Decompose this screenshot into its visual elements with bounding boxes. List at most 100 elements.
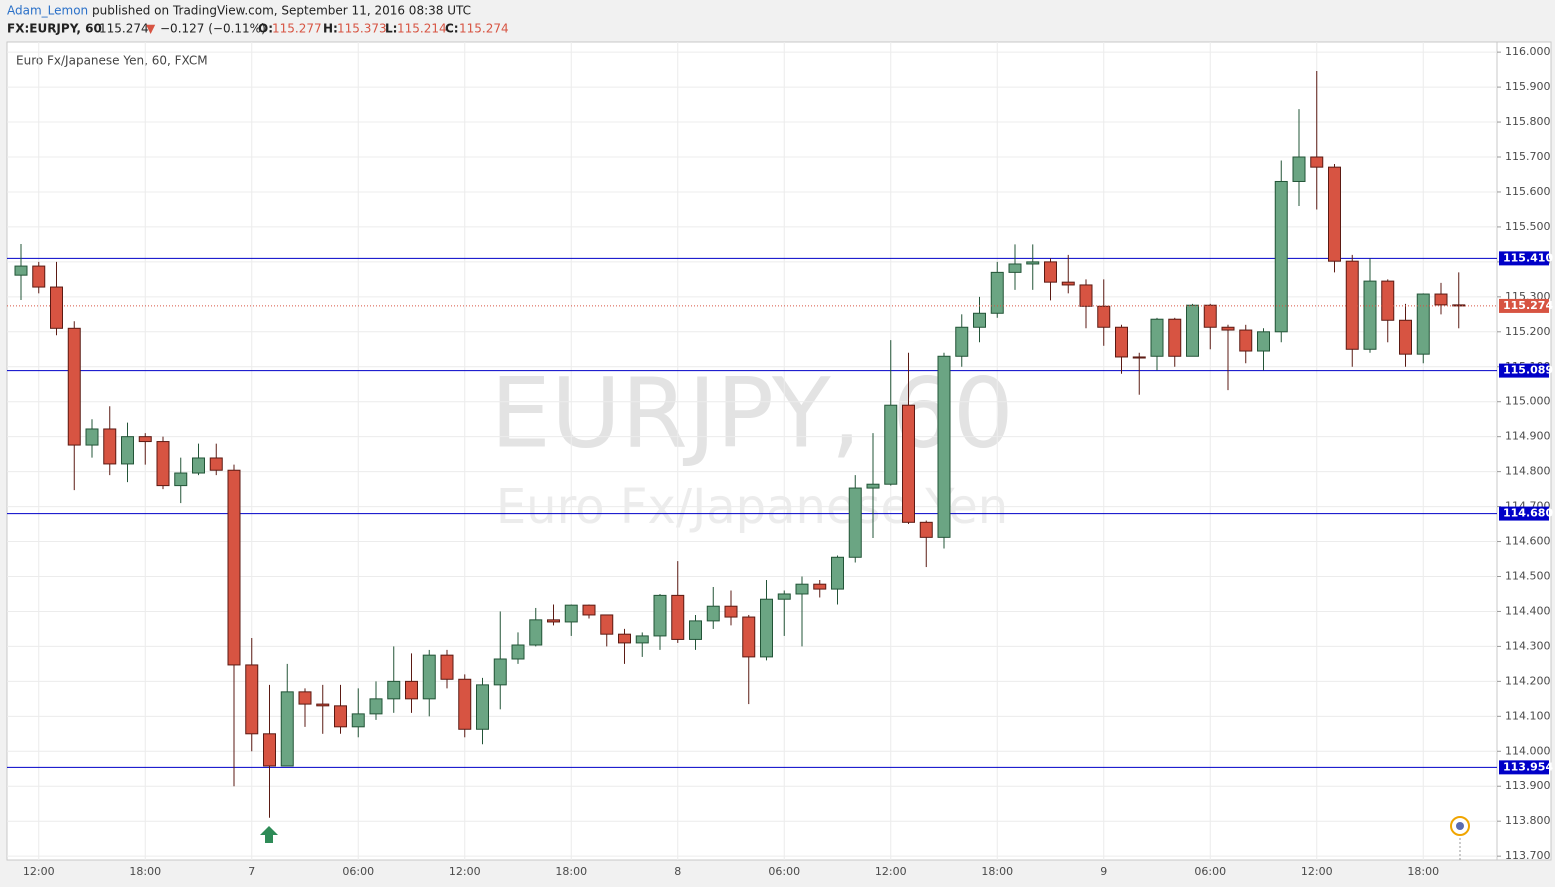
- candle-body: [493, 658, 507, 686]
- level-label: 113.954: [1503, 760, 1553, 773]
- x-tick-label: 06:00: [342, 865, 374, 878]
- change-arrow: ▼: [146, 22, 156, 36]
- price: 115.274: [99, 22, 149, 36]
- candle-body: [1044, 261, 1057, 283]
- candle-body: [689, 620, 702, 640]
- y-tick-label: 113.700: [1505, 849, 1551, 862]
- candle-body: [263, 733, 276, 767]
- candle-body: [422, 654, 436, 700]
- candle-body: [1416, 293, 1430, 355]
- candle-body: [831, 556, 844, 590]
- y-tick-label: 116.000: [1505, 45, 1551, 58]
- open-label: O:: [258, 22, 273, 36]
- candle-body: [671, 594, 685, 640]
- level-label: 114.680: [1503, 507, 1553, 520]
- candle-body: [476, 684, 489, 730]
- candle-body: [369, 698, 383, 715]
- y-tick-label: 113.800: [1505, 814, 1551, 827]
- candle-body: [1026, 261, 1040, 265]
- open-value: 115.277: [272, 22, 322, 36]
- candle-body: [1292, 156, 1306, 182]
- level-tag: [1499, 760, 1549, 775]
- candle-body: [1328, 166, 1341, 262]
- last-price-tag: [1499, 298, 1549, 313]
- candle-body: [1097, 305, 1111, 328]
- candle-body: [405, 680, 418, 700]
- x-tick-label: 9: [1100, 865, 1107, 878]
- x-tick-label: 8: [674, 865, 681, 878]
- candle-body: [902, 404, 915, 523]
- candle-body: [209, 457, 223, 471]
- high-label: H:: [323, 22, 338, 36]
- candle-body: [742, 616, 756, 658]
- candle-body: [1150, 318, 1164, 357]
- y-tick-label: 115.700: [1505, 150, 1551, 163]
- candle-body: [1079, 284, 1093, 307]
- candle-body: [1345, 260, 1359, 350]
- candle-body: [192, 457, 205, 474]
- candle-body: [1203, 304, 1217, 328]
- candle-body: [440, 654, 454, 680]
- candle-body: [1115, 326, 1128, 358]
- candle-body: [1221, 326, 1235, 331]
- y-tick-label: 114.400: [1505, 604, 1551, 617]
- candle-body: [955, 326, 969, 357]
- level-tag: [1499, 506, 1549, 521]
- candle-body: [316, 703, 330, 707]
- candle-body: [990, 271, 1004, 314]
- candle-body: [156, 441, 170, 487]
- close-label: C:: [445, 22, 459, 36]
- candle-body: [724, 605, 738, 618]
- y-tick-label: 114.500: [1505, 569, 1551, 582]
- x-tick-label: 12:00: [1301, 865, 1333, 878]
- candle-body: [706, 605, 720, 622]
- y-tick-label: 114.800: [1505, 465, 1551, 478]
- candle-body: [1132, 356, 1146, 359]
- candle-body: [351, 713, 365, 728]
- x-tick-label: 18:00: [555, 865, 587, 878]
- candle-body: [564, 604, 578, 623]
- level-label: 115.410: [1503, 251, 1553, 264]
- candle-body: [635, 635, 649, 644]
- author[interactable]: Adam_Lemon: [7, 4, 88, 18]
- candle-body: [618, 633, 631, 644]
- candle-body: [1257, 331, 1270, 352]
- level-tag: [1499, 363, 1549, 378]
- candle-body: [547, 619, 560, 623]
- candle-body: [67, 327, 81, 446]
- y-tick-label: 114.000: [1505, 744, 1551, 757]
- level-label: 115.089: [1503, 364, 1553, 377]
- candle-body: [245, 664, 259, 735]
- candle-body: [32, 265, 46, 288]
- candle-body: [884, 404, 898, 485]
- high-value: 115.373: [337, 22, 387, 36]
- candle-body: [298, 691, 312, 705]
- candle-body: [174, 472, 188, 487]
- candle-body: [1381, 280, 1395, 321]
- y-tick-label: 113.900: [1505, 779, 1551, 792]
- y-tick-label: 115.900: [1505, 80, 1551, 93]
- candle-body: [1310, 156, 1324, 168]
- x-tick-label: 12:00: [23, 865, 55, 878]
- low-label: L:: [385, 22, 397, 36]
- symbol: FX:EURJPY, 60: [7, 22, 102, 36]
- candle-body: [848, 487, 862, 558]
- y-tick-label: 115.600: [1505, 185, 1551, 198]
- candle-body: [777, 593, 791, 600]
- level-tag: [1499, 251, 1549, 266]
- candle-body: [760, 598, 773, 658]
- y-tick-label: 114.200: [1505, 674, 1551, 687]
- candle-body: [1008, 263, 1022, 273]
- y-tick-label: 114.900: [1505, 430, 1551, 443]
- candle-body: [14, 265, 28, 276]
- y-tick-label: 114.600: [1505, 535, 1551, 548]
- candle-body: [795, 583, 809, 595]
- published: published on TradingView.com, September …: [92, 4, 471, 18]
- x-tick-label: 06:00: [1194, 865, 1226, 878]
- y-tick-label: 114.300: [1505, 639, 1551, 652]
- candle-body: [1239, 329, 1253, 352]
- x-tick-label: 18:00: [1407, 865, 1439, 878]
- candle-body: [529, 619, 543, 646]
